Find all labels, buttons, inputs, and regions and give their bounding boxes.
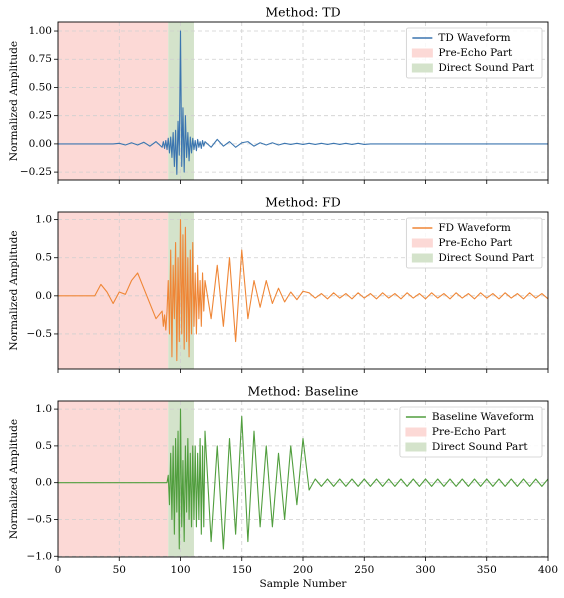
span bbox=[58, 22, 169, 180]
x-tick-label: 150 bbox=[232, 564, 252, 576]
y-tick-label: 1.0 bbox=[35, 214, 52, 226]
y-tick-label: 1.00 bbox=[29, 25, 52, 37]
x-tick-label: 400 bbox=[538, 564, 558, 576]
axes-frame bbox=[57, 400, 549, 558]
legend: FD Waveform Pre-Echo Part Direct Sound Par… bbox=[405, 217, 543, 269]
x-tick-label: 300 bbox=[415, 564, 435, 576]
y-tick-label: 0.25 bbox=[29, 110, 52, 122]
legend: TD Waveform Pre-Echo Part Direct Sound Par… bbox=[405, 27, 543, 79]
legend-box bbox=[405, 217, 543, 269]
x-tick-label: 250 bbox=[354, 564, 374, 576]
plot-area bbox=[58, 22, 548, 180]
y-tick-label: −0.25 bbox=[20, 166, 52, 178]
legend-patch bbox=[405, 427, 427, 437]
span bbox=[58, 401, 169, 557]
legend-patch bbox=[411, 63, 433, 73]
legend-patch bbox=[411, 48, 433, 58]
legend-box bbox=[405, 27, 543, 79]
y-axis-label: Normalized Amplitude bbox=[8, 41, 20, 161]
legend-label: FD Waveform bbox=[438, 222, 511, 234]
y-tick-label: 1.0 bbox=[35, 403, 52, 415]
legend-patch bbox=[411, 238, 433, 248]
legend-label: TD Waveform bbox=[438, 32, 510, 44]
y-tick-label: 0.0 bbox=[35, 290, 52, 302]
chart-title: Method: FD bbox=[265, 195, 341, 210]
axes-frame bbox=[57, 211, 549, 370]
plot-area bbox=[58, 401, 548, 557]
x-tick-label: 100 bbox=[170, 564, 190, 576]
y-tick-label: −0.5 bbox=[27, 513, 53, 525]
legend-label: Direct Sound Part bbox=[432, 441, 528, 453]
y-tick-label: 0.50 bbox=[29, 81, 52, 93]
y-tick-label: 0.5 bbox=[35, 252, 52, 264]
axes-frame bbox=[57, 21, 549, 181]
y-tick-label: −0.5 bbox=[27, 328, 53, 340]
y-axis-label: Normalized Amplitude bbox=[8, 230, 20, 350]
span bbox=[58, 212, 169, 369]
y-tick-label: 0.75 bbox=[29, 53, 52, 65]
legend-label: Pre-Echo Part bbox=[438, 237, 513, 249]
plot-area bbox=[58, 212, 548, 369]
y-tick-label: 0.00 bbox=[29, 138, 52, 150]
legend-label: Direct Sound Part bbox=[438, 62, 534, 74]
legend-label: Baseline Waveform bbox=[432, 411, 534, 423]
waveform-line bbox=[58, 219, 548, 362]
chart-title: Method: Baseline bbox=[248, 384, 359, 399]
legend-label: Pre-Echo Part bbox=[438, 47, 513, 59]
waveform-line bbox=[58, 408, 548, 550]
waveform-line bbox=[58, 30, 548, 175]
legend: Baseline Waveform Pre-Echo Part Direct Sou… bbox=[399, 406, 543, 458]
x-tick-label: 0 bbox=[55, 564, 62, 576]
x-axis-label: Sample Number bbox=[260, 578, 348, 590]
legend-label: Pre-Echo Part bbox=[432, 426, 507, 438]
x-tick-label: 200 bbox=[293, 564, 313, 576]
chart-title: Method: TD bbox=[265, 5, 340, 20]
x-tick-label: 50 bbox=[113, 564, 126, 576]
y-tick-label: 0.5 bbox=[35, 440, 52, 452]
legend-patch bbox=[411, 253, 433, 263]
y-tick-label: −1.0 bbox=[27, 550, 53, 562]
legend-patch bbox=[405, 442, 427, 452]
legend-label: Direct Sound Part bbox=[438, 252, 534, 264]
x-tick-label: 350 bbox=[477, 564, 497, 576]
legend-box bbox=[399, 406, 543, 458]
y-axis-label: Normalized Amplitude bbox=[8, 419, 20, 539]
y-tick-label: 0.0 bbox=[35, 477, 52, 489]
